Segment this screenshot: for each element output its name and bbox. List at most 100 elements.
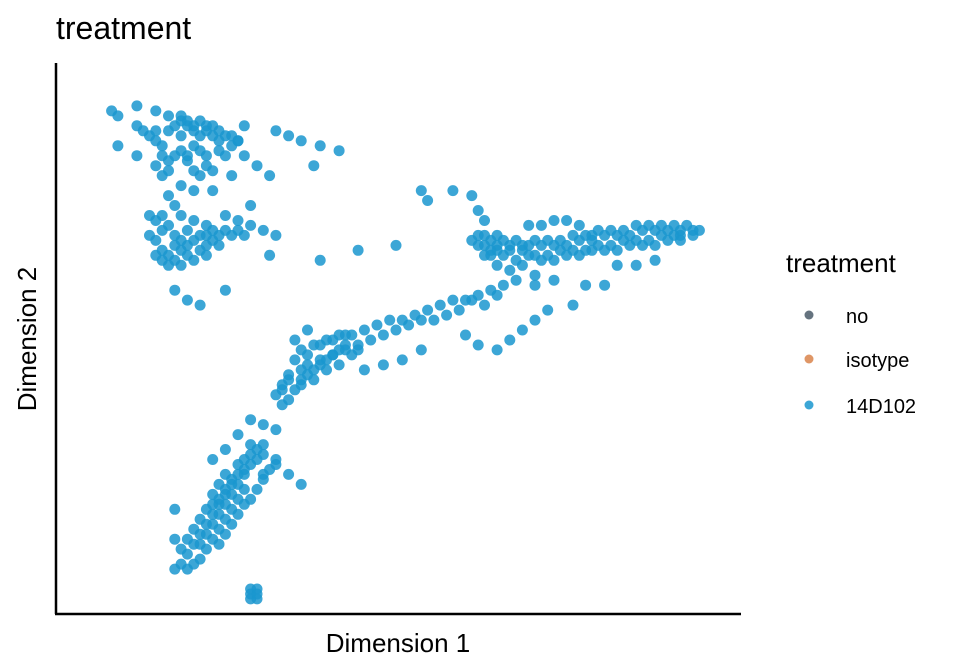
data-point: [283, 374, 295, 386]
data-point: [422, 195, 434, 206]
data-point: [257, 224, 269, 236]
data-point: [169, 284, 181, 296]
data-point: [523, 219, 535, 231]
data-point: [321, 364, 332, 376]
data-point: [485, 244, 497, 256]
data-point: [510, 254, 522, 266]
data-point: [194, 170, 206, 182]
data-point: [295, 478, 307, 490]
data-point: [573, 219, 585, 231]
data-point: [251, 454, 263, 465]
data-point: [415, 185, 427, 197]
data-point: [163, 110, 174, 122]
data-point: [219, 528, 231, 540]
data-point: [529, 314, 541, 326]
data-point: [181, 224, 193, 236]
data-point: [377, 359, 389, 371]
data-point: [504, 239, 516, 251]
data-point: [226, 473, 238, 485]
data-point: [169, 563, 181, 575]
data-point: [371, 319, 383, 331]
data-point: [112, 140, 124, 152]
data-point: [251, 160, 263, 172]
data-point: [200, 150, 212, 162]
data-point: [441, 309, 453, 321]
data-point: [453, 304, 465, 316]
data-point: [548, 274, 560, 286]
data-point: [270, 424, 282, 436]
data-point: [618, 224, 629, 236]
data-point: [308, 160, 320, 172]
data-point: [542, 304, 554, 316]
data-point: [219, 210, 231, 221]
legend-title: treatment: [786, 248, 897, 278]
data-point: [257, 419, 269, 431]
data-point: [175, 180, 187, 192]
data-point: [390, 239, 402, 251]
data-point: [295, 135, 307, 147]
legend-label-no: no: [846, 306, 868, 328]
data-point: [573, 249, 585, 261]
data-point: [649, 239, 661, 251]
data-point: [491, 344, 503, 356]
data-point: [529, 279, 541, 291]
data-point: [567, 229, 579, 241]
x-axis-title: Dimension 1: [326, 628, 471, 658]
data-point: [226, 518, 238, 530]
data-point: [219, 284, 231, 296]
data-point: [447, 294, 459, 306]
data-point: [580, 279, 592, 291]
data-point: [352, 344, 364, 356]
data-point: [504, 264, 516, 276]
legend-label-isotype: isotype: [846, 350, 909, 372]
data-point: [245, 414, 257, 426]
data-point: [567, 299, 579, 311]
data-point: [181, 533, 193, 545]
data-point: [504, 334, 516, 346]
data-point: [308, 374, 320, 386]
data-point: [175, 543, 187, 555]
data-point: [232, 429, 244, 441]
data-point: [314, 254, 326, 266]
data-point: [264, 249, 276, 261]
data-point: [283, 468, 295, 480]
data-point: [251, 444, 263, 455]
data-point: [150, 160, 162, 172]
data-point: [497, 279, 509, 291]
data-point: [169, 200, 181, 211]
data-point: [377, 329, 389, 341]
data-point: [479, 229, 490, 241]
data-point: [219, 444, 231, 455]
data-point: [245, 200, 257, 211]
data-point: [655, 219, 667, 231]
data-point: [339, 339, 351, 351]
data-point: [181, 294, 193, 306]
data-point: [295, 379, 307, 391]
data-point: [479, 299, 490, 311]
data-point: [466, 234, 478, 246]
data-point: [434, 299, 446, 311]
data-point: [687, 229, 699, 241]
data-point: [415, 344, 427, 356]
data-point: [264, 170, 276, 182]
data-point: [649, 254, 661, 266]
data-point: [245, 493, 257, 505]
data-point: [422, 304, 434, 316]
data-point: [150, 105, 162, 117]
data-point: [283, 130, 295, 142]
data-point: [238, 150, 250, 162]
legend: treatment no isotype 14D102: [786, 248, 916, 418]
data-point: [238, 464, 250, 475]
data-point: [390, 324, 402, 336]
data-point: [270, 454, 282, 465]
data-point: [295, 364, 307, 376]
legend-label-14D102: 14D102: [846, 396, 916, 418]
data-point: [181, 150, 193, 162]
y-axis-title: Dimension 2: [12, 267, 42, 412]
data-point: [561, 215, 573, 226]
legend-key-no: [804, 310, 814, 320]
data-point: [396, 314, 408, 326]
data-point: [314, 140, 326, 152]
data-point: [674, 234, 686, 246]
data-point: [213, 538, 225, 550]
